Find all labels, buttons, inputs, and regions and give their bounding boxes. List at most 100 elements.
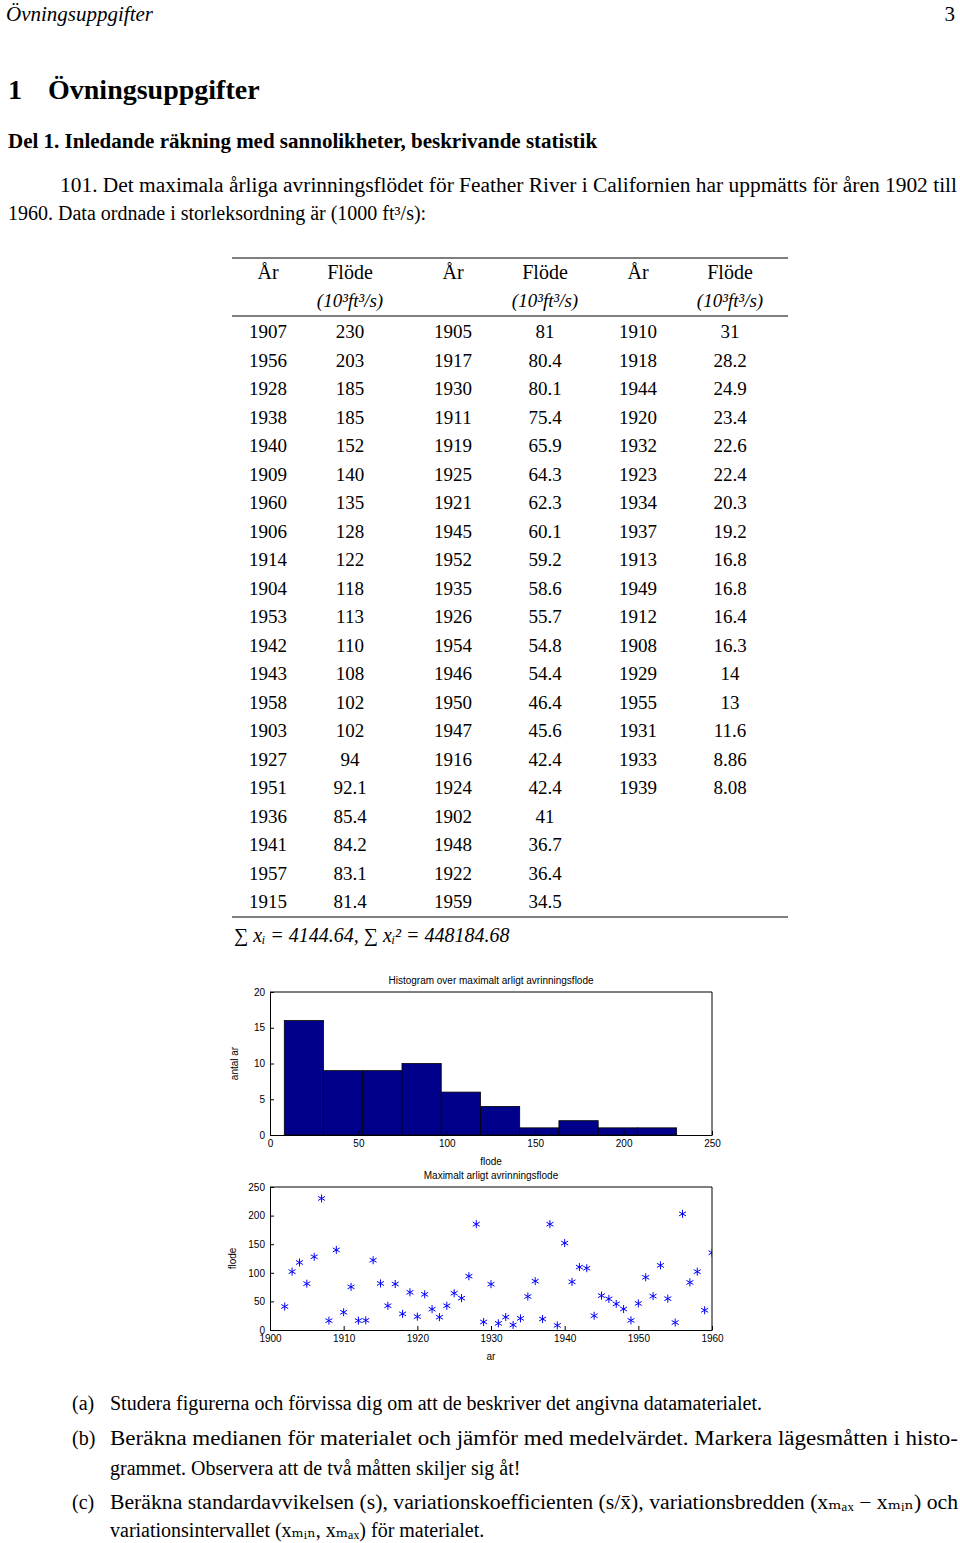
tick: 250 [248, 1182, 274, 1193]
tick-label: 200 [616, 1138, 633, 1149]
histogram-bar [520, 1128, 559, 1135]
histogram-bar [441, 1092, 480, 1135]
table-cell: 230 [336, 321, 365, 342]
tick-label: 1910 [333, 1333, 356, 1344]
scatter-point [362, 1316, 369, 1324]
table-cell: 1906 [249, 521, 287, 542]
table-cell: 92.1 [333, 777, 366, 798]
column-header: Flöde [707, 261, 753, 283]
scatter-point [605, 1295, 612, 1303]
table-cell: 11.6 [714, 720, 747, 741]
section-title: Övningsuppgifter [48, 74, 260, 105]
tick-mark [270, 1064, 274, 1065]
histogram-bar [284, 1021, 323, 1135]
scatter-point [524, 1292, 531, 1300]
scatter-point [709, 1249, 712, 1257]
scatter-point [510, 1321, 517, 1329]
scatter-point [569, 1278, 576, 1286]
y-axis: 05101520 [254, 987, 274, 1141]
scatter-point [561, 1239, 568, 1247]
table-cell: 1926 [434, 606, 472, 627]
tick-label: 150 [248, 1239, 265, 1250]
scatter-point [333, 1246, 340, 1254]
table-cell: 1905 [434, 321, 472, 342]
histogram-bar [637, 1128, 676, 1135]
tick: 50 [353, 1131, 365, 1149]
table-rule [232, 916, 788, 917]
table-cell: 1938 [249, 407, 287, 428]
scatter-point [429, 1305, 436, 1313]
table-cell: 113 [336, 606, 364, 627]
table-cell: 1904 [249, 578, 288, 599]
table-cell: 1954 [434, 635, 473, 656]
table-cell: 16.3 [713, 635, 746, 656]
scatter-point [392, 1280, 399, 1288]
table-cell: 16.4 [713, 606, 747, 627]
tick-mark [712, 1131, 713, 1135]
scatter-point [679, 1210, 686, 1218]
table-cell: 1937 [619, 521, 657, 542]
scatter-point [399, 1310, 406, 1318]
tick: 15 [254, 1022, 274, 1033]
table-cell: 135 [336, 492, 365, 513]
table-cell: 42.4 [528, 777, 562, 798]
scatter-point [620, 1305, 627, 1313]
scatter-point [421, 1290, 428, 1298]
chart-title: Maximalt arligt avrinningsflode [424, 1170, 559, 1181]
histogram-chart: 05010015020025005101520Histogram over ma… [229, 975, 721, 1167]
tick-mark [565, 1326, 566, 1330]
table-cell: 152 [336, 435, 365, 456]
table-cell: 1949 [619, 578, 657, 599]
tick-label: 150 [527, 1138, 544, 1149]
table-cell: 1925 [434, 464, 472, 485]
table-cell: 1920 [619, 407, 657, 428]
table-cell: 1945 [434, 521, 472, 542]
tick-label: 250 [248, 1182, 265, 1193]
table-cell: 1933 [619, 749, 657, 770]
page-number: 3 [945, 2, 956, 26]
x-axis-title: flode [480, 1156, 502, 1167]
table-cell: 1914 [249, 549, 288, 570]
tick-mark [270, 1330, 274, 1331]
histogram-bar [402, 1064, 441, 1136]
scatter-point [355, 1317, 362, 1325]
column-unit: (10³ft³/s) [317, 290, 383, 312]
table-cell: 8.08 [713, 777, 746, 798]
tick-mark [270, 1244, 274, 1245]
tick: 5 [259, 1094, 274, 1105]
scatter-point [414, 1313, 421, 1321]
table-cell: 1911 [434, 407, 471, 428]
table-cell: 110 [336, 635, 364, 656]
table-cell: 185 [336, 407, 365, 428]
table-cell: 81.4 [333, 891, 367, 912]
scatter-point [546, 1220, 553, 1228]
table-cell: 1930 [434, 378, 472, 399]
table-cell: 1940 [249, 435, 287, 456]
x-axis: 1900191019201930194019501960 [259, 1326, 724, 1344]
column-unit: (10³ft³/s) [512, 290, 578, 312]
table-cell: 80.4 [528, 350, 562, 371]
table-cell: 1908 [619, 635, 657, 656]
table-cell: 1956 [249, 350, 287, 371]
table-cell: 1957 [249, 863, 287, 884]
table-cell: 31 [721, 321, 740, 342]
histogram-bar [480, 1106, 519, 1135]
tick-mark [491, 1326, 492, 1330]
tick: 250 [704, 1131, 721, 1149]
tick-mark [624, 1131, 625, 1135]
tick-mark [270, 1099, 274, 1100]
table-cell: 1946 [434, 663, 472, 684]
table-cell: 62.3 [528, 492, 561, 513]
scatter-point [532, 1277, 539, 1285]
table-cell: 24.9 [713, 378, 746, 399]
table-cell: 85.4 [333, 806, 367, 827]
table-cell: 140 [336, 464, 365, 485]
table-cell: 1903 [249, 720, 287, 741]
axis-line [270, 1188, 271, 1331]
table-cell: 36.7 [528, 834, 561, 855]
table-cell: 58.6 [528, 578, 561, 599]
y-axis-title: flode [227, 1247, 238, 1269]
running-header: Övningsuppgifter [6, 2, 154, 26]
table-cell: 102 [336, 720, 365, 741]
question-label: (a) [72, 1392, 94, 1415]
